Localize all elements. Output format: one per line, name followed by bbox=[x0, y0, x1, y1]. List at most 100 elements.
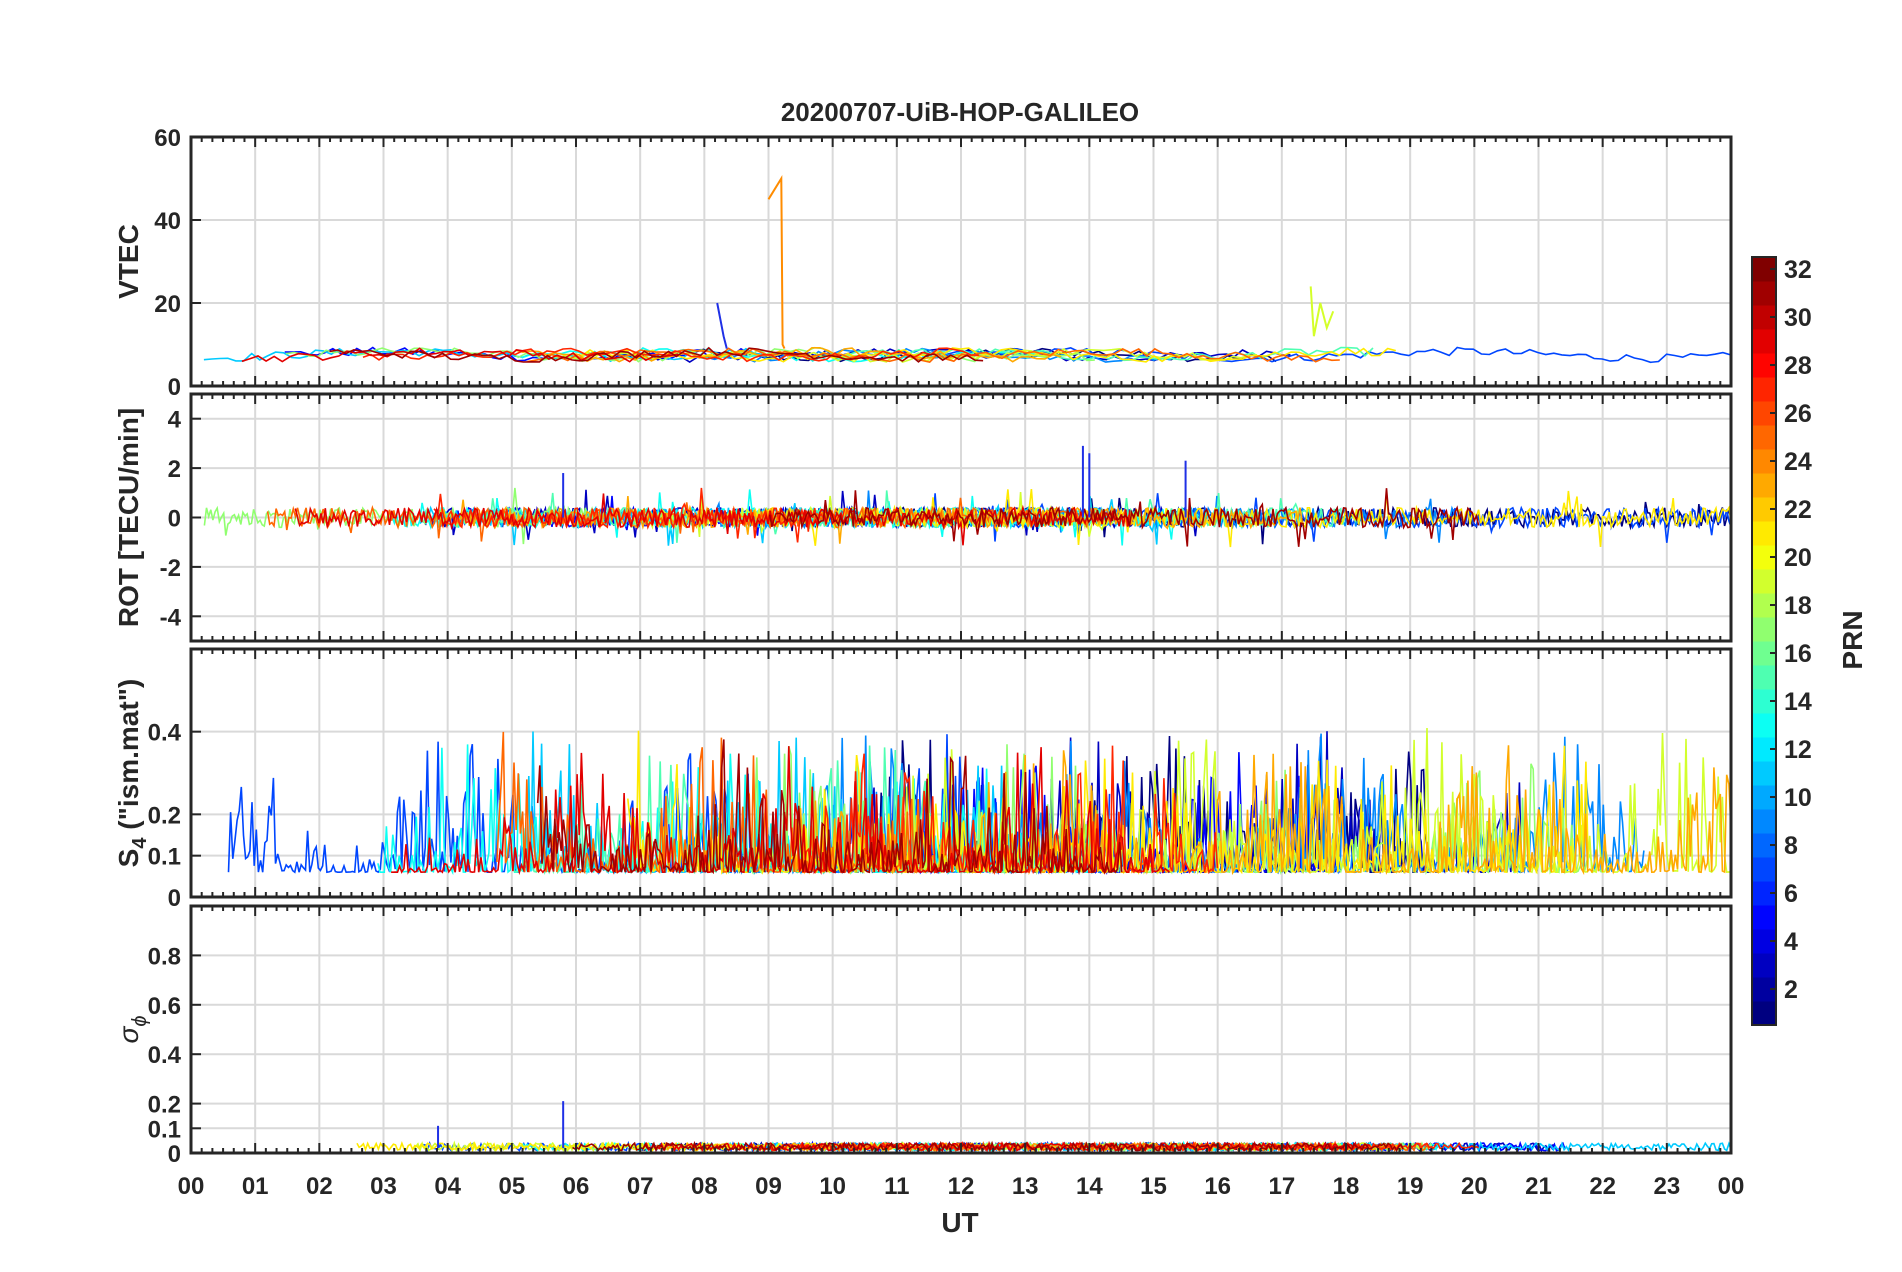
colorbar-tick-label: 32 bbox=[1784, 256, 1812, 284]
y-tick-label: 0.4 bbox=[148, 1042, 182, 1069]
colorbar-tick-label: 4 bbox=[1784, 928, 1798, 956]
y-axis-label: VTEC bbox=[113, 224, 144, 299]
panel-sigma-phi: 00.10.2 0.4 0.6 0.8 σϕ bbox=[113, 904, 1733, 1168]
series-group bbox=[203, 445, 1731, 548]
panel-rot: -4 -2 0 2 4 ROT [TECU/min] bbox=[113, 392, 1733, 643]
colorbar-tick-label: 28 bbox=[1784, 352, 1812, 380]
series-line-prn-31 bbox=[768, 488, 1480, 547]
series-line-prn-25 bbox=[527, 347, 1340, 363]
colorbar-segment bbox=[1752, 617, 1776, 642]
colorbar-frame bbox=[1751, 256, 1777, 1026]
x-tick-label: 15 bbox=[1140, 1173, 1167, 1200]
series-line-prn-27 bbox=[433, 487, 846, 543]
series-line-prn-31 bbox=[329, 346, 984, 363]
colorbar-label: PRN bbox=[1837, 610, 1868, 669]
series-line-prn-27 bbox=[797, 745, 1219, 876]
colorbar-segment bbox=[1752, 377, 1776, 402]
y-axis-label: ROT [TECU/min] bbox=[113, 408, 144, 627]
x-tick-label: 07 bbox=[627, 1173, 654, 1200]
colorbar-tick-label: 6 bbox=[1784, 880, 1798, 908]
colorbar-segment bbox=[1752, 953, 1776, 978]
x-tick-label: 19 bbox=[1397, 1173, 1424, 1200]
colorbar-segment bbox=[1752, 1001, 1776, 1026]
y-tick-label: 0.8 bbox=[148, 943, 181, 970]
x-tick-label: 01 bbox=[242, 1173, 269, 1200]
notable-trace bbox=[1309, 286, 1335, 337]
series-line-prn-11 bbox=[203, 347, 763, 363]
y-tick-label: 0.1 bbox=[148, 1116, 181, 1143]
x-tick-label: 03 bbox=[370, 1173, 397, 1200]
x-tick-label: 12 bbox=[948, 1173, 975, 1200]
y-tick-label: 2 bbox=[168, 456, 181, 483]
y-tick-label: 0.1 bbox=[148, 844, 181, 871]
y-tick-label: 0 bbox=[168, 506, 181, 533]
series-line-prn-11 bbox=[921, 1140, 1731, 1153]
colorbar-tick-label: 24 bbox=[1784, 448, 1812, 476]
colorbar-segment bbox=[1752, 857, 1776, 882]
series-line-prn-31 bbox=[536, 739, 1123, 876]
colorbar-segment bbox=[1752, 713, 1776, 738]
y-tick-label: 20 bbox=[154, 291, 181, 318]
series-group bbox=[203, 175, 1731, 364]
x-tick-label: 08 bbox=[691, 1173, 718, 1200]
y-axis-label: S4 ("ism.mat") bbox=[113, 679, 151, 868]
colorbar-segment bbox=[1752, 281, 1776, 306]
notable-trace bbox=[767, 175, 786, 350]
colorbar-tick-label: 12 bbox=[1784, 736, 1812, 764]
x-tick-label: 04 bbox=[434, 1173, 461, 1200]
notable-trace bbox=[716, 302, 728, 349]
x-axis-label: UT bbox=[941, 1207, 978, 1238]
colorbar-tick-label: 20 bbox=[1784, 544, 1812, 572]
y-axis-label: σϕ bbox=[113, 1015, 151, 1043]
series-group bbox=[227, 727, 1731, 876]
x-axis: 00 01 02 03 04 05 06 07 08 09 10 11 12 13 14 15 16 17 18 19… bbox=[178, 1173, 1745, 1200]
colorbar-tick-label: 16 bbox=[1784, 640, 1812, 668]
y-tick-label: 0.6 bbox=[148, 993, 181, 1020]
x-tick-label: 16 bbox=[1204, 1173, 1231, 1200]
colorbar-tick-label: 10 bbox=[1784, 784, 1812, 812]
x-tick-label: 13 bbox=[1012, 1173, 1039, 1200]
y-tick-label: 0 bbox=[168, 374, 181, 401]
colorbar-tick-label: 2 bbox=[1784, 976, 1798, 1004]
x-tick-label: 05 bbox=[498, 1173, 525, 1200]
x-tick-label: 22 bbox=[1589, 1173, 1616, 1200]
colorbar-tick-label: 26 bbox=[1784, 400, 1812, 428]
panel-vtec: 0 20 40 60 VTEC bbox=[113, 125, 1733, 401]
y-tick-label: -4 bbox=[160, 604, 182, 631]
x-tick-label: 00 bbox=[1718, 1173, 1745, 1200]
y-tick-label: 0.4 bbox=[148, 720, 182, 747]
series-line-prn-31 bbox=[572, 1140, 1404, 1153]
y-tick-label: 0 bbox=[168, 885, 181, 912]
x-tick-label: 14 bbox=[1076, 1173, 1103, 1200]
y-tick-label: 0.2 bbox=[148, 802, 181, 829]
colorbar-segment bbox=[1752, 329, 1776, 354]
x-tick-label: 23 bbox=[1653, 1173, 1680, 1200]
y-tick-label: 60 bbox=[154, 125, 181, 152]
colorbar-segment bbox=[1752, 905, 1776, 930]
chart-title: 20200707-UiB-HOP-GALILEO bbox=[781, 97, 1139, 127]
series-line-prn-29 bbox=[241, 347, 679, 363]
panel-s4: 0 0.1 0.2 0.4S4 ("ism.mat") bbox=[113, 647, 1733, 912]
series-group bbox=[356, 1101, 1731, 1153]
x-tick-label: 21 bbox=[1525, 1173, 1552, 1200]
y-tick-label: -2 bbox=[160, 555, 181, 582]
colorbar-tick-label: 18 bbox=[1784, 592, 1812, 620]
y-tick-label: 0.2 bbox=[148, 1092, 181, 1119]
y-tick-label: 0 bbox=[168, 1141, 181, 1168]
x-tick-label: 00 bbox=[178, 1173, 205, 1200]
colorbar-segment bbox=[1752, 665, 1776, 690]
x-tick-label: 10 bbox=[819, 1173, 846, 1200]
colorbar-segment bbox=[1752, 761, 1776, 786]
series-line-prn-21 bbox=[356, 1141, 910, 1153]
series-line-prn-29 bbox=[391, 746, 1170, 876]
x-tick-label: 09 bbox=[755, 1173, 782, 1200]
x-tick-label: 02 bbox=[306, 1173, 333, 1200]
colorbar-segment bbox=[1752, 473, 1776, 498]
x-tick-label: 18 bbox=[1333, 1173, 1360, 1200]
x-tick-label: 17 bbox=[1268, 1173, 1295, 1200]
y-tick-label: 40 bbox=[154, 208, 181, 235]
x-tick-label: 11 bbox=[884, 1173, 909, 1200]
x-tick-label: 06 bbox=[563, 1173, 590, 1200]
colorbar-segment bbox=[1752, 521, 1776, 546]
